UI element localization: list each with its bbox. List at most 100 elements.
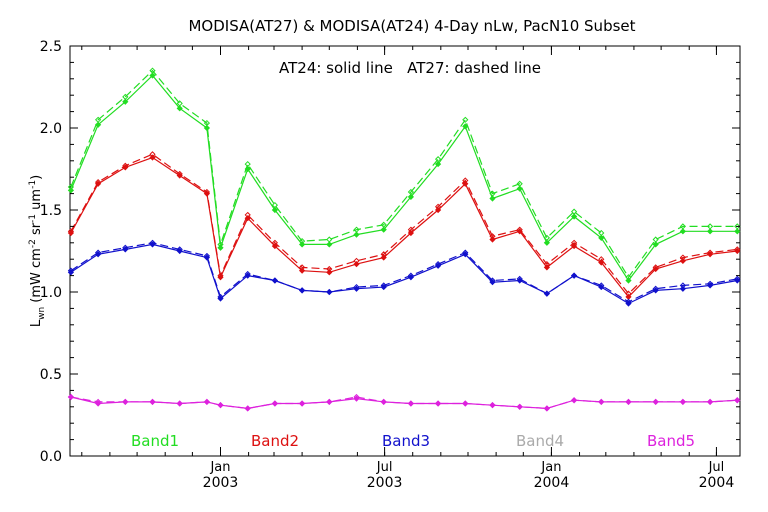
x-tick-label-month: Jul <box>708 460 725 475</box>
data-point <box>353 226 360 233</box>
series-band3-at27 <box>67 239 741 305</box>
x-tick-label-year: 2003 <box>367 475 403 491</box>
data-point <box>94 121 102 128</box>
y-axis-label: Lwn (mW cm-2 sr-1 um-1) <box>28 175 47 327</box>
data-point <box>516 226 523 233</box>
data-point <box>570 213 578 220</box>
data-point <box>380 282 387 289</box>
data-point <box>67 393 75 401</box>
data-point <box>217 241 224 248</box>
y-label-text: sr <box>29 222 44 239</box>
data-point <box>516 275 523 282</box>
data-point <box>543 405 550 412</box>
data-point <box>353 231 360 238</box>
data-point <box>67 228 75 235</box>
data-point <box>652 241 659 248</box>
data-point <box>203 252 211 260</box>
data-point <box>679 285 686 292</box>
y-tick-label: 2.5 <box>40 39 62 55</box>
data-point <box>353 283 360 291</box>
data-point <box>244 270 251 278</box>
data-point <box>679 228 686 235</box>
data-point <box>217 402 224 409</box>
data-point <box>298 264 306 271</box>
data-point <box>679 254 686 261</box>
x-tick-label-month: Jan <box>540 460 561 475</box>
data-point <box>326 236 333 243</box>
data-point <box>271 242 279 250</box>
data-point <box>353 261 360 268</box>
data-point <box>67 267 75 274</box>
data-point <box>149 67 156 74</box>
data-point <box>298 287 306 294</box>
data-point <box>326 269 333 276</box>
data-point <box>734 223 741 230</box>
y-tick-label: 1.0 <box>40 285 62 301</box>
data-point <box>625 290 632 297</box>
data-point <box>434 400 442 407</box>
data-point <box>217 244 224 251</box>
data-point <box>706 249 714 256</box>
chart-annotation: AT24: solid line AT27: dashed line <box>279 59 541 77</box>
data-point <box>353 257 360 264</box>
data-point <box>149 398 156 405</box>
y-label-superscript: -1 <box>28 180 38 189</box>
data-point <box>570 242 578 250</box>
data-point <box>149 72 156 79</box>
data-point <box>122 162 129 169</box>
legend: Band1 Band2 Band3 Band4 Band5 <box>131 432 695 450</box>
data-point <box>679 223 686 230</box>
data-point <box>407 226 415 233</box>
data-point <box>149 239 156 246</box>
data-point <box>734 397 741 404</box>
legend-item-band3: Band3 <box>382 432 430 450</box>
data-point <box>176 246 183 253</box>
data-point <box>625 298 632 305</box>
data-point <box>434 206 442 214</box>
data-point <box>706 398 714 405</box>
data-point <box>407 193 415 200</box>
data-point <box>598 398 605 405</box>
data-point <box>679 282 686 289</box>
data-point <box>271 239 279 246</box>
y-label-text: um <box>29 189 44 214</box>
data-point <box>298 241 306 248</box>
data-point <box>298 267 306 274</box>
data-point <box>489 236 496 243</box>
plot-frame <box>69 45 741 457</box>
data-point <box>543 239 550 246</box>
axes: 0.00.51.01.52.02.5Jan2003Jul2003Jan2004J… <box>40 39 740 491</box>
data-point <box>407 229 415 237</box>
data-point <box>176 400 183 407</box>
y-tick-label: 2.0 <box>40 121 62 137</box>
data-point <box>94 398 102 405</box>
x-tick-label-month: Jul <box>376 460 393 475</box>
data-point <box>489 277 496 284</box>
data-point <box>122 398 129 405</box>
plot-area <box>69 45 741 457</box>
data-point <box>652 398 659 405</box>
data-point <box>67 187 75 194</box>
data-point <box>706 280 714 287</box>
data-point <box>244 405 251 412</box>
data-point <box>652 285 659 292</box>
data-point <box>516 403 523 410</box>
data-point <box>380 398 387 405</box>
x-tick-label-year: 2003 <box>203 475 239 491</box>
data-point <box>489 190 496 197</box>
data-point <box>543 234 550 241</box>
data-point <box>462 177 469 184</box>
data-point <box>353 393 360 401</box>
data-point <box>489 402 496 409</box>
data-point <box>94 249 102 256</box>
data-point <box>489 233 496 240</box>
y-label-subscript: wn <box>37 307 47 320</box>
y-label-text: (mW cm <box>29 248 44 307</box>
data-point <box>67 183 75 191</box>
y-label-base: L <box>29 319 44 327</box>
data-point <box>271 206 279 214</box>
y-label-superscript: -2 <box>28 239 38 248</box>
x-tick-label-year: 2004 <box>699 475 735 491</box>
series-line <box>70 69 738 279</box>
